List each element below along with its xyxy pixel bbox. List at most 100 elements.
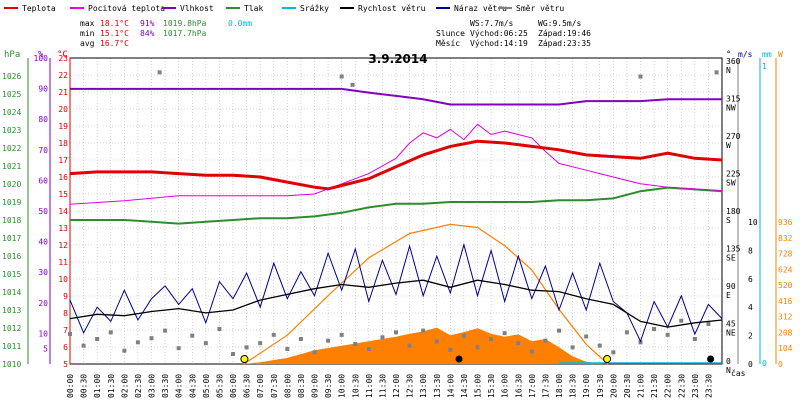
tick-label-percent: 30 (38, 268, 48, 277)
legend-entry: Rychlost větru (358, 4, 426, 13)
wind-direction-point (706, 322, 711, 326)
x-tick-label: 03:30 (161, 374, 170, 398)
legend: Teplota Pocitová teplota Vlhkost Tlak Srážky… (4, 4, 564, 13)
x-tick-label: 07:00 (256, 374, 265, 398)
tick-label-hpa: 1023 (2, 126, 21, 135)
x-tick-label: 16:00 (501, 374, 510, 398)
tick-label-celsius: 11 (58, 258, 68, 267)
x-tick-label: 11:30 (378, 374, 387, 398)
moonset-info: Západ:23:35 (538, 39, 591, 48)
x-tick-label: 09:30 (324, 374, 333, 398)
tick-label-direction-compass: N (726, 366, 731, 375)
stats-min-temp: 15.1°C (100, 29, 129, 38)
tick-label-solar: 208 (778, 328, 793, 337)
wind-sun-moon-info: WS:7.7m/s WG:9.5m/s Slunce Východ:06:25 … (436, 19, 591, 48)
wind-direction-point (339, 74, 344, 79)
x-tick-label: 22:00 (664, 374, 673, 398)
axis-unit-watts: W (778, 50, 783, 59)
wind-direction-point (611, 350, 616, 355)
tick-label-celsius: 10 (58, 275, 68, 284)
tick-label-direction-compass: SW (726, 179, 736, 188)
tick-label-hpa: 1012 (2, 324, 21, 333)
x-tick-label: 20:30 (623, 374, 632, 398)
axis-unit-percent: % (38, 50, 44, 60)
x-tick-label: 10:00 (338, 374, 347, 398)
tick-label-percent: 10 (38, 329, 48, 338)
stats-block: max 18.1°C 91% 1019.8hPa 0.0mm min 15.1°… (80, 19, 252, 48)
wind-direction-point (394, 330, 398, 335)
wind-direction-point (135, 340, 140, 345)
sun-label: Slunce (436, 29, 465, 38)
tick-label-direction-compass: NE (726, 329, 736, 338)
tick-label-hpa: 1014 (2, 288, 21, 297)
wind-direction-point (461, 333, 466, 338)
x-tick-label: 08:30 (297, 374, 306, 398)
tick-label-celsius: 5 (63, 360, 68, 369)
wind-direction-point (258, 341, 263, 346)
wind-direction-point (231, 352, 235, 356)
sunset-info: Západ:19:46 (538, 29, 591, 38)
tick-label-hpa: 1013 (2, 306, 21, 315)
legend-entry: Tlak (244, 4, 263, 13)
tick-label-direction-degrees: 360 (726, 57, 741, 66)
x-tick-label: 21:00 (637, 374, 646, 398)
moonset-marker (707, 355, 715, 363)
wind-direction-point (285, 347, 290, 351)
tick-label-celsius: 12 (58, 241, 68, 250)
tick-label-direction-degrees: 315 (726, 95, 741, 104)
tick-label-celsius: 7 (63, 326, 68, 335)
tick-label-hpa: 1010 (2, 360, 21, 369)
legend-entry: Směr větru (516, 4, 564, 13)
x-tick-label: 14:00 (446, 374, 455, 398)
wind-direction-point (448, 347, 453, 352)
plot-area (68, 70, 723, 365)
x-tick-label: 09:00 (311, 374, 320, 398)
wind-direction-point (638, 74, 643, 79)
wind-direction-point (570, 345, 575, 350)
stats-min-humidity: 84% (140, 29, 155, 38)
tick-label-direction-compass: N (726, 66, 731, 75)
tick-label-celsius: 21 (58, 88, 68, 97)
wind-direction-point (312, 350, 317, 355)
wind-direction-point (380, 335, 385, 340)
tick-label-direction-degrees: 180 (726, 207, 741, 216)
tick-label-celsius: 13 (58, 224, 68, 233)
axis-unit-degrees: ° (726, 50, 731, 60)
tick-label-percent: 5 (43, 345, 48, 354)
wind-direction-point (217, 327, 222, 331)
tick-label-direction-degrees: 90 (726, 282, 736, 291)
x-tick-label: 04:00 (175, 374, 184, 398)
x-tick-label: 16:30 (514, 374, 523, 398)
tick-label-percent: 50 (38, 207, 48, 216)
x-tick-label: 13:00 (419, 374, 428, 398)
tick-label-celsius: 17 (58, 156, 68, 165)
stats-max-temp: 18.1°C (100, 19, 129, 28)
moon-label: Měsíc (436, 39, 460, 48)
legend-entry: Náraz větru (454, 4, 507, 13)
wind-direction-point (95, 337, 100, 341)
wind-direction-point (679, 318, 684, 323)
tick-label-direction-degrees: 225 (726, 170, 741, 179)
wind-direction-point (557, 328, 561, 333)
wind-direction-point (502, 331, 507, 336)
tick-label-hpa: 1015 (2, 270, 21, 279)
wind-direction-point (68, 332, 72, 336)
x-tick-label: 00:30 (80, 374, 89, 398)
tick-label-solar: 936 (778, 218, 793, 227)
wind-speed-info: WS:7.7m/s (470, 19, 514, 28)
tick-label-solar: 520 (778, 281, 793, 290)
x-tick-label: 10:30 (351, 374, 360, 398)
tick-label-direction-compass: NW (726, 104, 736, 113)
x-tick-label: 19:30 (596, 374, 605, 398)
x-tick-label: 04:30 (188, 374, 197, 398)
tick-label-celsius: 20 (58, 105, 68, 114)
x-tick-label: 22:30 (677, 374, 686, 398)
wind-direction-point (350, 82, 355, 87)
x-tick-label: 11:00 (365, 374, 374, 398)
right-axes: 0N45NE90E135SE180S225SW270W315NW360N0246… (726, 57, 793, 375)
x-axis-label: čas (731, 368, 746, 378)
stats-max-pressure: 1019.8hPa (163, 19, 207, 28)
wind-direction-point (407, 343, 412, 348)
stats-avg-temp: 16.7°C (100, 39, 129, 48)
